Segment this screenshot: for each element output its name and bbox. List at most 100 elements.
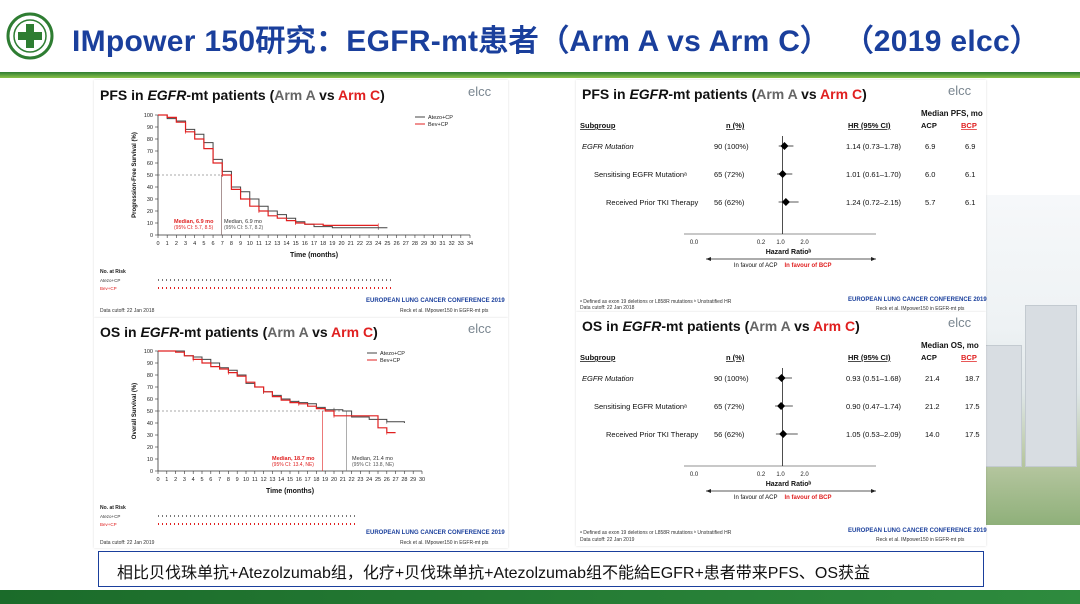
x-tick-label: 27 (403, 241, 409, 247)
median-label-atezo: Median, 6.9 mo (224, 219, 262, 225)
x-axis-label: Time (months) (266, 488, 314, 495)
elcc-logo: elcc (468, 84, 492, 99)
hr-point (781, 198, 790, 206)
x-tick-label: 4 (192, 477, 195, 483)
subgroup-hr: 1.01 (0.61–1.70) (846, 170, 902, 179)
os-forest-title: OS in EGFR-mt patients (Arm A vs Arm C) (582, 318, 860, 334)
x-axis-label: Time (months) (290, 252, 338, 259)
subgroup-label: EGFR Mutation (582, 142, 634, 151)
x-tick-label: 18 (320, 241, 326, 247)
title-text: IMpower 150研究：EGFR-mt患者（Arm A vs Arm C） (72, 25, 831, 58)
hr-point (778, 170, 787, 178)
subgroup-hr: 0.90 (0.47–1.74) (846, 402, 902, 411)
y-tick-label: 100 (144, 349, 153, 355)
hr-tick-label: 1.0 (776, 240, 785, 246)
favour-arrow-right (871, 257, 876, 261)
x-tick-label: 26 (384, 477, 390, 483)
x-tick-label: 16 (296, 477, 302, 483)
hr-tick-label: 2.0 (800, 472, 809, 478)
x-tick-label: 0 (156, 477, 159, 483)
median-ci-atezo: (95% CI: 5.7, 8.2) (224, 225, 264, 231)
subgroup-n: 65 (72%) (714, 170, 745, 179)
x-tick-label: 6 (209, 477, 212, 483)
y-tick-label: 10 (147, 221, 153, 227)
y-axis-label: Progression-Free Survival (%) (132, 132, 138, 218)
favour-bcp-label: In favour of BCP (785, 495, 832, 501)
subgroup-hr: 1.14 (0.73–1.78) (846, 142, 902, 151)
median-ci-bev: (95% CI: 5.7, 8.5) (174, 225, 214, 231)
x-tick-label: 21 (340, 477, 346, 483)
x-tick-label: 10 (247, 241, 253, 247)
y-tick-label: 30 (147, 433, 153, 439)
elcc-logo: elcc (948, 83, 972, 98)
cutoff-note: Data cutoff: 22 Jan 2019 (580, 537, 635, 543)
hr-axis-label: Hazard Ratioᵇ (766, 481, 812, 488)
reck-citation: Reck et al. IMpower150 in EGFR-mt pts (876, 537, 965, 543)
subgroup-n: 90 (100%) (714, 374, 749, 383)
median-acp: 6.0 (925, 170, 935, 179)
x-tick-label: 8 (230, 241, 233, 247)
x-tick-label: 30 (430, 241, 436, 247)
x-tick-label: 5 (200, 477, 203, 483)
median-label-bev: Median, 18.7 mo (272, 456, 315, 462)
background-building-image (970, 195, 1080, 525)
subgroup-n: 56 (62%) (714, 430, 745, 439)
x-tick-label: 23 (357, 477, 363, 483)
x-tick-label: 19 (329, 241, 335, 247)
x-tick-label: 27 (393, 477, 399, 483)
x-tick-label: 10 (243, 477, 249, 483)
cutoff-note: Data cutoff: 22 Jan 2019 (100, 540, 155, 546)
x-tick-label: 33 (458, 241, 464, 247)
median-acp: 21.2 (925, 402, 940, 411)
cutoff-note: Data cutoff: 22 Jan 2018 (100, 308, 155, 314)
km-curve-bev (158, 350, 396, 434)
y-tick-label: 40 (147, 421, 153, 427)
median-acp: 14.0 (925, 430, 940, 439)
os-km-title: OS in EGFR-mt patients (Arm A vs Arm C) (100, 324, 378, 340)
x-tick-label: 25 (375, 477, 381, 483)
risk-row-label-atezo: Atezo+CP (100, 278, 120, 283)
hr-point (777, 402, 786, 410)
km-curve-atezo (158, 350, 405, 423)
pfs-km-title: PFS in EGFR-mt patients (Arm A vs Arm C) (100, 87, 385, 103)
x-tick-label: 26 (394, 241, 400, 247)
hr-tick-label: 0.2 (757, 240, 766, 246)
x-tick-label: 12 (265, 241, 271, 247)
median-ci-bev: (95% CI: 13.4, NE) (272, 462, 314, 468)
x-tick-label: 0 (156, 241, 159, 247)
page-title: IMpower 150研究：EGFR-mt患者（Arm A vs Arm C） （… (72, 16, 1040, 60)
y-tick-label: 100 (144, 113, 153, 119)
median-acp: 6.9 (925, 142, 935, 151)
hr-point (779, 430, 788, 438)
risk-row-label-bev: Bev+CP (100, 286, 117, 291)
median-ci-atezo: (95% CI: 13.8, NE) (352, 462, 394, 468)
elcc-logo: elcc (468, 321, 492, 336)
x-tick-label: 2 (175, 241, 178, 247)
y-tick-label: 20 (147, 209, 153, 215)
x-tick-label: 3 (184, 241, 187, 247)
conference-label: EUROPEAN LUNG CANCER CONFERENCE 2019 (848, 297, 987, 303)
x-tick-label: 31 (439, 241, 445, 247)
x-tick-label: 15 (287, 477, 293, 483)
y-tick-label: 50 (147, 173, 153, 179)
x-tick-label: 20 (338, 241, 344, 247)
x-tick-label: 2 (174, 477, 177, 483)
subgroup-label: Sensitising EGFR Mutationᵃ (594, 402, 687, 411)
header-band (0, 72, 1080, 78)
y-tick-label: 60 (147, 397, 153, 403)
y-tick-label: 80 (147, 137, 153, 143)
subgroup-label: Sensitising EGFR Mutationᵃ (594, 170, 687, 179)
col-n: n (%) (726, 353, 745, 362)
slide-header: IMpower 150研究：EGFR-mt患者（Arm A vs Arm C） （… (0, 0, 1080, 72)
x-tick-label: 4 (193, 241, 196, 247)
pfs-forest-title: PFS in EGFR-mt patients (Arm A vs Arm C) (582, 86, 867, 102)
hr-tick-label: 0.0 (690, 472, 699, 478)
x-tick-label: 23 (366, 241, 372, 247)
title-year: （2019 elcc） (858, 25, 1041, 58)
x-tick-label: 25 (384, 241, 390, 247)
subgroup-n: 65 (72%) (714, 402, 745, 411)
col-n: n (%) (726, 121, 745, 130)
hr-tick-label: 0.2 (757, 472, 766, 478)
subgroup-n: 56 (62%) (714, 198, 745, 207)
